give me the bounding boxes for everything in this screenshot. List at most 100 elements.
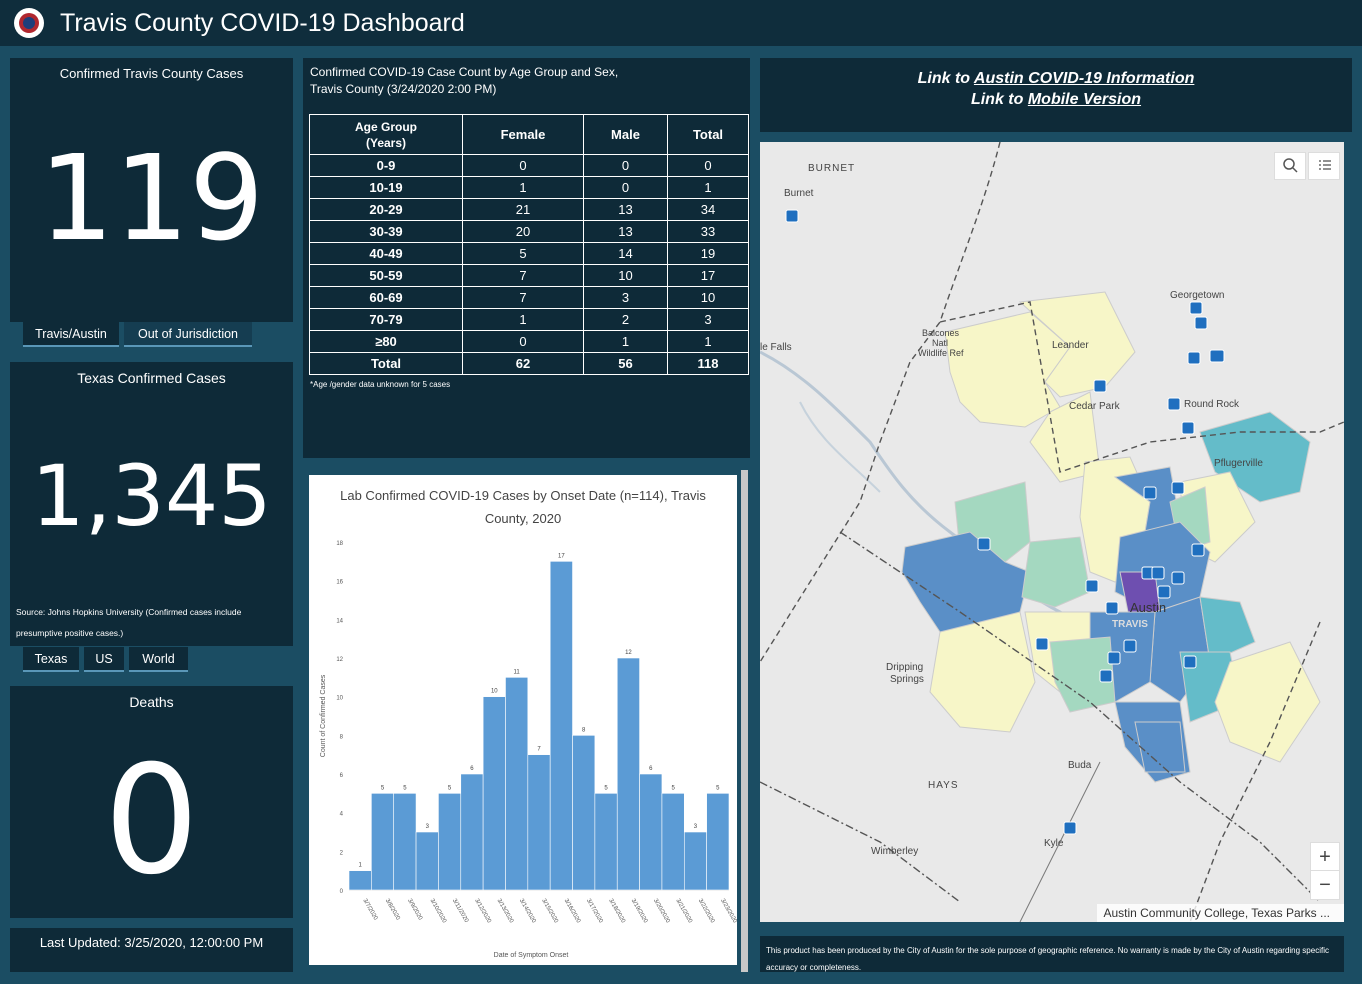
chart-bar xyxy=(706,793,730,891)
x-tick-label: 3/10/2020 xyxy=(429,898,448,925)
chart-bar xyxy=(438,793,462,891)
tab-travis-austin[interactable]: Travis/Austin xyxy=(23,322,119,347)
cell-male: 14 xyxy=(583,242,668,265)
chart-bar xyxy=(549,561,573,891)
bar-data-label: 12 xyxy=(625,650,632,656)
bar-data-label: 10 xyxy=(491,689,498,695)
cell-total: 118 xyxy=(667,352,749,375)
tab-out-of-jurisdiction[interactable]: Out of Jurisdiction xyxy=(124,322,252,347)
bar-data-label: 11 xyxy=(514,669,521,675)
x-tick-label: 3/19/2020 xyxy=(630,898,649,925)
map-label: Pflugerville xyxy=(1214,458,1263,469)
last-updated-text: Last Updated: 3/25/2020, 12:00:00 PM xyxy=(39,935,264,950)
map-label: Springs xyxy=(890,674,924,685)
map-label: Natl xyxy=(932,338,949,348)
y-tick-label: 0 xyxy=(340,889,344,895)
cell-total: 10 xyxy=(667,286,749,309)
map-label: Austin xyxy=(1130,600,1167,615)
y-tick-label: 12 xyxy=(336,657,343,663)
link-line-mobile: Link to Mobile Version xyxy=(760,91,1352,109)
y-axis-title: Count of Confirmed Cases xyxy=(320,674,327,757)
x-tick-label: 3/22/2020 xyxy=(697,898,716,925)
bar-data-label: 6 xyxy=(470,766,474,772)
tab-us[interactable]: US xyxy=(84,647,124,672)
texas-cases-title: Texas Confirmed Cases xyxy=(77,370,226,386)
map-attribution[interactable]: Austin Community College, Texas Parks ..… xyxy=(1097,904,1344,922)
y-tick-label: 4 xyxy=(340,812,344,818)
texas-source-note: Source: Johns Hopkins University (Confir… xyxy=(16,607,242,638)
cell-total: 34 xyxy=(667,198,749,221)
cell-total: 1 xyxy=(667,176,749,199)
cell-female: 0 xyxy=(462,330,584,353)
map-label: le Falls xyxy=(760,342,792,353)
map-label: BURNET xyxy=(808,163,856,174)
map-disclaimer: This product has been produced by the Ci… xyxy=(760,936,1344,972)
map-legend-button[interactable] xyxy=(1308,152,1340,180)
age-table-title-line1: Confirmed COVID-19 Case Count by Age Gro… xyxy=(310,65,619,79)
confirmed-cases-value: 119 xyxy=(38,129,265,267)
y-tick-label: 6 xyxy=(340,773,344,779)
search-icon xyxy=(1283,158,1298,173)
chart-bar xyxy=(639,773,663,891)
map-view[interactable]: BURNET Burnet Georgetown Balcones Natl W… xyxy=(760,142,1344,922)
x-tick-label: 3/15/2020 xyxy=(540,898,559,925)
cell-male: 56 xyxy=(583,352,668,375)
x-tick-label: 3/18/2020 xyxy=(607,898,626,925)
austin-covid-info-link[interactable]: Austin COVID-19 Information xyxy=(973,70,1195,87)
cell-female: 1 xyxy=(462,176,584,199)
chart-bar xyxy=(415,831,439,891)
chart-bar xyxy=(683,831,707,891)
age-table-title-line2: Travis County (3/24/2020 2:00 PM) xyxy=(310,82,497,96)
cell-group: 10-19 xyxy=(309,176,463,199)
chart-bar xyxy=(661,793,685,891)
header-bar: Travis County COVID-19 Dashboard xyxy=(0,0,1362,46)
tab-world[interactable]: World xyxy=(129,647,188,672)
table-row: 40-49 5 14 19 xyxy=(309,242,749,265)
x-tick-label: 3/16/2020 xyxy=(563,898,582,925)
mobile-version-link[interactable]: Mobile Version xyxy=(1027,91,1142,108)
x-tick-label: 3/14/2020 xyxy=(518,898,537,925)
x-tick-label: 3/13/2020 xyxy=(496,898,515,925)
cell-male: 1 xyxy=(583,330,668,353)
deaths-panel: Deaths 0 xyxy=(10,686,293,918)
chart-title-line2: County, 2020 xyxy=(485,511,561,526)
onset-chart: Lab Confirmed COVID-19 Cases by Onset Da… xyxy=(309,475,738,965)
map-label: Georgetown xyxy=(1170,290,1225,301)
y-tick-label: 16 xyxy=(336,580,343,586)
zoom-in-button[interactable]: + xyxy=(1310,842,1340,872)
cell-group: 70-79 xyxy=(309,308,463,331)
cell-female: 7 xyxy=(462,286,584,309)
y-tick-label: 2 xyxy=(340,850,344,856)
x-tick-label: 3/20/2020 xyxy=(652,898,671,925)
bar-data-label: 3 xyxy=(694,824,698,830)
table-row: 20-29 21 13 34 xyxy=(309,198,749,221)
y-tick-label: 18 xyxy=(336,541,343,547)
age-table-note: *Age /gender data unknown for 5 cases xyxy=(310,380,451,389)
cell-female: 1 xyxy=(462,308,584,331)
col-female: Female xyxy=(462,114,584,155)
map-label: Balcones xyxy=(922,328,960,338)
table-row: Total 62 56 118 xyxy=(309,352,749,375)
table-row: 50-59 7 10 17 xyxy=(309,264,749,287)
zoom-out-button[interactable]: − xyxy=(1310,870,1340,900)
map-label: Buda xyxy=(1068,760,1092,771)
tab-texas[interactable]: Texas xyxy=(23,647,79,672)
cell-group: Total xyxy=(309,352,463,375)
hospital-markers xyxy=(785,209,1225,835)
links-panel: Link to Austin COVID-19 Information Link… xyxy=(760,58,1352,132)
map-label: Burnet xyxy=(784,188,814,199)
map-label: Cedar Park xyxy=(1069,401,1120,412)
cell-group: 40-49 xyxy=(309,242,463,265)
cell-total: 33 xyxy=(667,220,749,243)
map-label: Wildlife Ref xyxy=(918,348,964,358)
link-line-info: Link to Austin COVID-19 Information xyxy=(760,70,1352,88)
cell-total: 1 xyxy=(667,330,749,353)
confirmed-cases-panel: Confirmed Travis County Cases 119 xyxy=(10,58,293,322)
cell-total: 17 xyxy=(667,264,749,287)
x-tick-label: 3/7/2020 xyxy=(361,898,378,922)
chart-scrollbar[interactable] xyxy=(741,470,748,972)
cell-female: 0 xyxy=(462,154,584,177)
cell-male: 0 xyxy=(583,154,668,177)
map-search-button[interactable] xyxy=(1274,152,1306,180)
table-row: 10-19 1 0 1 xyxy=(309,176,749,199)
